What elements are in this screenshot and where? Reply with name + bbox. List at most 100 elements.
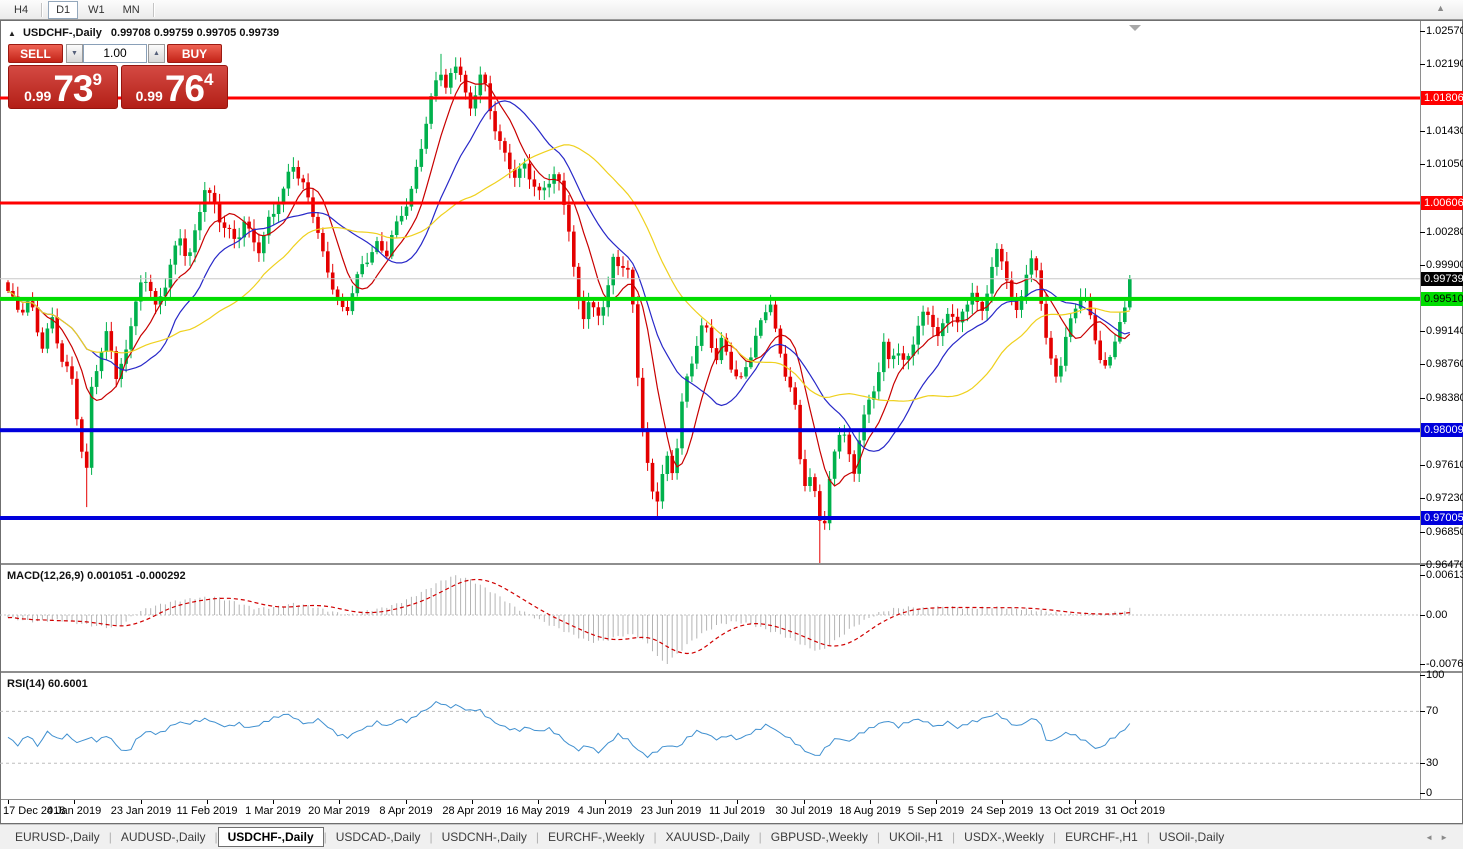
buy-price-prefix: 0.99: [135, 88, 163, 104]
price-axis-label: 0.99140: [1426, 325, 1463, 337]
rsi-axis-label: 70: [1426, 705, 1439, 717]
level-price-badge: 1.01806: [1421, 91, 1463, 105]
price-chart-canvas[interactable]: [0, 22, 1420, 563]
one-click-trading-panel: SELL ▼ 1.00 ▲ BUY 0.99 73 9 0.99 76 4: [8, 44, 230, 109]
date-axis-tick: [1069, 800, 1070, 804]
chart-tab-audusd-daily[interactable]: AUDUSD-,Daily: [120, 830, 206, 844]
sell-price-display[interactable]: 0.99 73 9: [8, 65, 118, 109]
collapse-triangle-icon[interactable]: ▲: [8, 29, 16, 38]
macd-axis-label: 0.00613: [1426, 569, 1463, 581]
date-axis-label: 5 Sep 2019: [907, 805, 965, 817]
price-axis-tick: [1420, 64, 1425, 65]
price-axis-label: 0.96850: [1426, 526, 1463, 538]
price-axis-tick: [1420, 331, 1425, 332]
macd-rsi-splitter[interactable]: [1, 671, 1462, 673]
date-axis-label: 31 Oct 2019: [1105, 805, 1165, 817]
price-axis-tick: [1420, 498, 1425, 499]
tab-separator: |: [758, 830, 762, 844]
price-axis-label: 0.99900: [1426, 259, 1463, 271]
volume-increase-button[interactable]: ▲: [148, 44, 165, 63]
sell-price-big-digits: 73: [53, 68, 93, 109]
tab-separator: |: [1146, 830, 1150, 844]
macd-panel-canvas[interactable]: [0, 565, 1420, 671]
chart-shift-marker-icon: [1129, 25, 1141, 31]
sell-price-pip-digit: 9: [92, 70, 102, 89]
chart-tab-usoil-daily[interactable]: USOil-,Daily: [1158, 830, 1225, 844]
buy-price-display[interactable]: 0.99 76 4: [121, 65, 228, 109]
chart-tab-ukoil-h1[interactable]: UKOil-,H1: [889, 830, 944, 844]
date-axis-tick: [406, 800, 407, 804]
date-axis-tick: [936, 800, 937, 804]
toolbar-overflow-icon[interactable]: ▲: [1436, 3, 1445, 13]
date-axis-tick: [207, 800, 208, 804]
volume-input[interactable]: 1.00: [83, 44, 147, 63]
timeframe-button-mn[interactable]: MN: [122, 3, 140, 16]
buy-price-big-digits: 76: [164, 68, 205, 109]
date-axis-label: 23 Jan 2019: [110, 805, 172, 817]
date-axis-label: 11 Jul 2019: [708, 805, 766, 817]
tab-separator: |: [214, 830, 218, 844]
rsi-axis-label: 0: [1426, 787, 1433, 799]
macd-axis-tick: [1420, 615, 1425, 616]
price-axis-tick: [1420, 265, 1425, 266]
buy-button[interactable]: BUY: [167, 44, 222, 63]
sell-price-prefix: 0.99: [24, 88, 52, 104]
date-axis-tick: [737, 800, 738, 804]
date-axis-label: 24 Sep 2019: [970, 805, 1034, 817]
sell-button[interactable]: SELL: [8, 44, 63, 63]
tab-scroll-arrows[interactable]: ◄►: [1425, 833, 1455, 842]
date-axis-label: 4 Jun 2019: [577, 805, 633, 817]
price-axis-tick: [1420, 131, 1425, 132]
chart-window: [0, 20, 1463, 824]
date-axis-tick: [870, 800, 871, 804]
timeframe-button-w1[interactable]: W1: [88, 3, 105, 16]
chart-tab-usdx-weekly[interactable]: USDX-,Weekly: [964, 830, 1044, 844]
level-price-badge: 0.97005: [1421, 511, 1463, 525]
tab-separator: |: [876, 830, 881, 844]
axis-separator: [1420, 21, 1421, 800]
toolbar-separator: [41, 2, 44, 17]
tab-separator: |: [1052, 830, 1057, 844]
rsi-panel-canvas[interactable]: [0, 673, 1420, 799]
chart-tab-eurchf-weekly[interactable]: EURCHF-,Weekly: [548, 830, 645, 844]
volume-decrease-button[interactable]: ▼: [66, 44, 83, 63]
chart-tab-gbpusd-weekly[interactable]: GBPUSD-,Weekly: [770, 830, 868, 844]
price-axis-label: 0.98760: [1426, 358, 1463, 370]
date-axis-tick: [1002, 800, 1003, 804]
rsi-indicator-label: RSI(14) 60.6001: [7, 678, 88, 690]
price-axis-label: 0.96470: [1426, 559, 1463, 571]
chart-tab-eurusd-daily[interactable]: EURUSD-,Daily: [15, 830, 100, 844]
macd-axis-tick: [1420, 664, 1425, 665]
chart-tab-bar: EURUSD-,Daily | AUDUSD-,Daily | USDCHF-,Dail…: [0, 824, 1463, 849]
tab-separator: |: [323, 830, 327, 844]
chart-tab-usdcnh-daily[interactable]: USDCNH-,Daily: [441, 830, 527, 844]
date-axis-label: 30 Jul 2019: [775, 805, 833, 817]
timeframe-button-h4[interactable]: H4: [14, 3, 29, 16]
price-axis-tick: [1420, 565, 1425, 566]
chart-tab-usdchf-daily[interactable]: USDCHF-,Daily: [217, 827, 324, 847]
date-axis-tick: [141, 800, 142, 804]
date-axis-label: 20 Mar 2019: [308, 805, 370, 817]
tab-separator: |: [653, 830, 657, 844]
price-macd-splitter[interactable]: [1, 563, 1462, 565]
price-axis-tick: [1420, 364, 1425, 365]
price-axis-label: 0.97230: [1426, 492, 1463, 504]
current-price-badge: 0.99739: [1421, 272, 1463, 286]
tab-separator: |: [429, 830, 433, 844]
chart-tab-usdcad-daily[interactable]: USDCAD-,Daily: [335, 830, 421, 844]
chart-tab-xauusd-daily[interactable]: XAUUSD-,Daily: [665, 830, 750, 844]
price-axis-tick: [1420, 465, 1425, 466]
timeframe-button-d1[interactable]: D1: [48, 0, 79, 19]
price-axis-label: 1.02190: [1426, 58, 1463, 70]
tab-separator: |: [952, 830, 956, 844]
price-axis-label: 1.01430: [1426, 125, 1463, 137]
price-axis-tick: [1420, 532, 1425, 533]
rsi-axis-tick: [1420, 675, 1425, 676]
rsi-axis-label: 100: [1426, 669, 1445, 681]
date-axis-tick: [273, 800, 274, 804]
chevron-up-icon: ▲: [153, 50, 160, 57]
chart-tab-eurchf-h1[interactable]: EURCHF-,H1: [1065, 830, 1138, 844]
date-axis-label: 8 Apr 2019: [379, 805, 433, 817]
rsi-axis-tick: [1420, 711, 1425, 712]
